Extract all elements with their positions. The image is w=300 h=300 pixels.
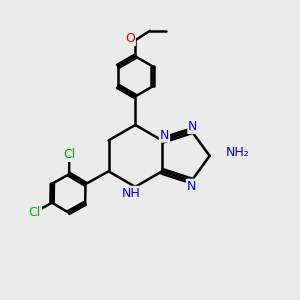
- Text: O: O: [125, 32, 135, 45]
- Text: N: N: [188, 120, 198, 133]
- Text: NH₂: NH₂: [226, 146, 250, 159]
- Text: Cl: Cl: [63, 148, 76, 161]
- Text: Cl: Cl: [29, 206, 41, 219]
- Text: NH: NH: [122, 187, 140, 200]
- Text: N: N: [160, 129, 169, 142]
- Text: N: N: [187, 180, 196, 193]
